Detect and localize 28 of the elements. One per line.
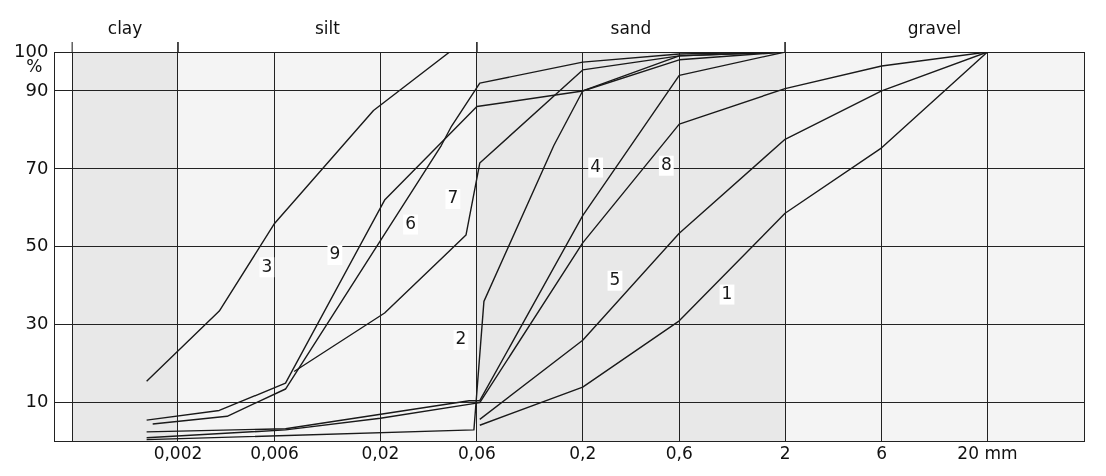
x-tick-label: 20 mm xyxy=(957,443,1018,464)
x-tick-label: 0,06 xyxy=(457,443,496,464)
y-axis-title: % xyxy=(26,56,43,77)
series-label: 3 xyxy=(261,255,273,276)
series-label: 2 xyxy=(455,328,467,349)
band-label: gravel xyxy=(907,17,962,38)
series-label: 8 xyxy=(660,154,672,175)
x-tick-label: 0,006 xyxy=(250,443,299,464)
y-tick-label: 70 xyxy=(25,156,49,178)
series-label: 6 xyxy=(405,212,416,233)
series-label: 4 xyxy=(590,155,602,176)
x-tick-label: 0,02 xyxy=(361,443,400,464)
band-label: clay xyxy=(107,17,143,38)
series-label: 9 xyxy=(329,243,341,264)
x-tick-label: 6 xyxy=(876,443,888,464)
band-label: silt xyxy=(314,17,341,38)
y-tick-label: 10 xyxy=(25,390,49,412)
series-label: 1 xyxy=(721,282,733,303)
series-label: 5 xyxy=(609,269,621,290)
band-label: sand xyxy=(610,17,652,38)
series-label: 7 xyxy=(447,187,459,208)
y-tick-label: 90 xyxy=(25,78,49,100)
x-tick-label: 2 xyxy=(779,443,791,464)
x-tick-label: 0,002 xyxy=(153,443,203,464)
y-tick-label: 50 xyxy=(25,234,49,256)
x-tick-label: 0,6 xyxy=(665,443,693,464)
x-tick-label: 0,2 xyxy=(569,443,597,464)
y-tick-label: 30 xyxy=(25,312,49,334)
